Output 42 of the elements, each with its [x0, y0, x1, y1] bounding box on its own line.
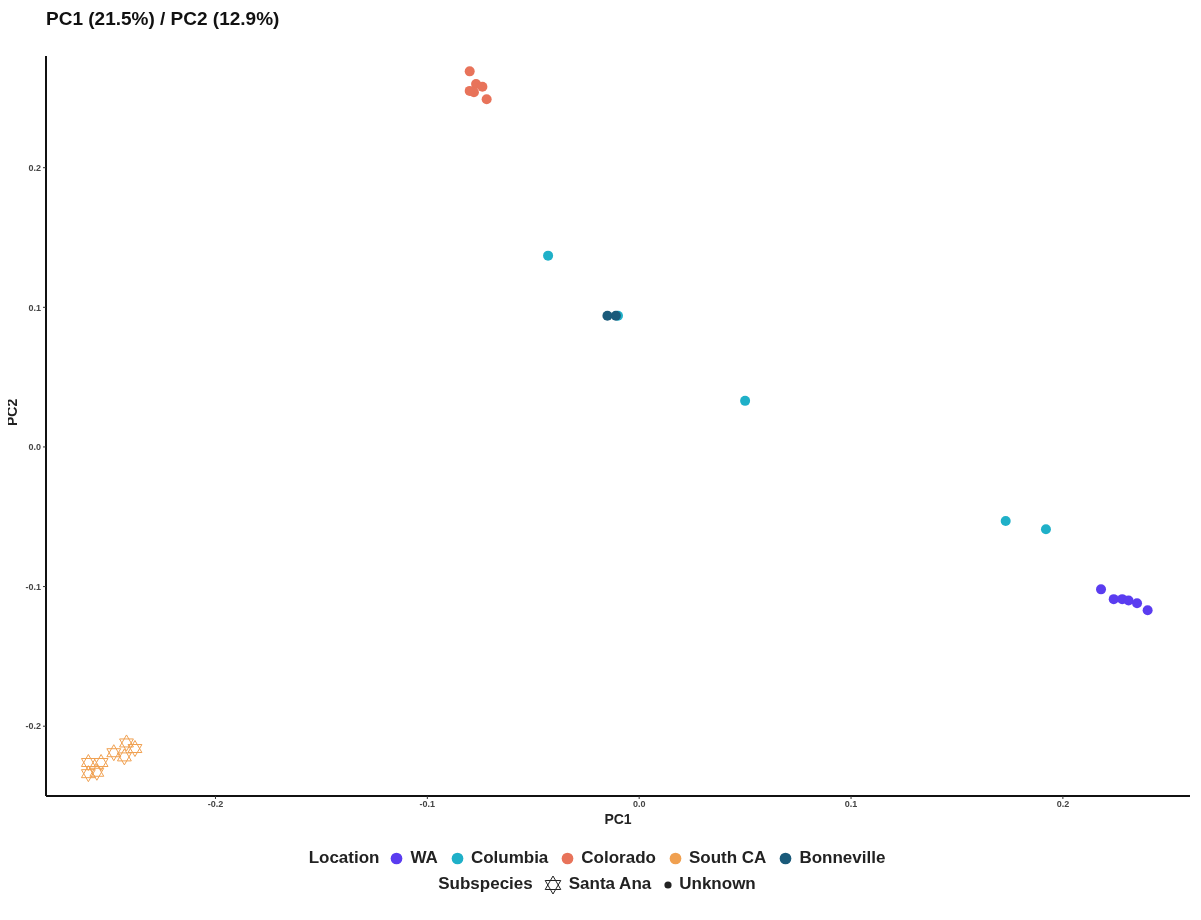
- text: Subspecies: [438, 874, 533, 893]
- y-tick-label: -0.2: [25, 721, 41, 732]
- point: [119, 734, 134, 752]
- point: [740, 395, 751, 406]
- legend-title: Location: [308, 848, 380, 867]
- point: [127, 740, 143, 758]
- y-axis-title: PC2: [3, 398, 20, 426]
- x-tick-label: -0.1: [419, 799, 436, 810]
- point: [602, 310, 613, 321]
- point: [1142, 605, 1153, 616]
- legend-label: Bonneville: [799, 848, 886, 867]
- point: [1132, 598, 1143, 609]
- y-tick-label: 0.2: [28, 162, 41, 173]
- y-tick-label: -0.1: [25, 581, 41, 592]
- text: Santa Ana: [568, 874, 652, 893]
- point: [80, 765, 96, 783]
- legend-label: South CA: [688, 848, 767, 867]
- y-tick-label: 0.0: [28, 442, 41, 453]
- point: [93, 753, 109, 771]
- x-tick-label: 0.2: [1056, 799, 1070, 810]
- point: [1040, 524, 1051, 535]
- x-tick-label: 0.1: [844, 799, 858, 810]
- point: [1108, 594, 1119, 605]
- point: [89, 763, 105, 781]
- point: [106, 744, 122, 762]
- legend-label: Columbia: [470, 848, 549, 867]
- point: [1096, 584, 1107, 595]
- x-tick-label: 0.0: [632, 799, 646, 810]
- point: [1000, 515, 1011, 526]
- legend-label: WA: [410, 848, 438, 867]
- point: [477, 81, 488, 92]
- x-axis-title: PC1: [604, 811, 632, 827]
- legend-label: Colorado: [581, 848, 656, 867]
- point: [116, 748, 132, 766]
- point: [543, 250, 554, 261]
- text: Unknown: [679, 874, 756, 893]
- y-tick-label: 0.1: [28, 302, 41, 313]
- point: [464, 66, 475, 77]
- point: [80, 753, 96, 771]
- x-tick-label: -0.2: [207, 799, 224, 810]
- chart-title: PC1 (21.5%) / PC2 (12.9%): [46, 8, 281, 31]
- point: [481, 94, 492, 105]
